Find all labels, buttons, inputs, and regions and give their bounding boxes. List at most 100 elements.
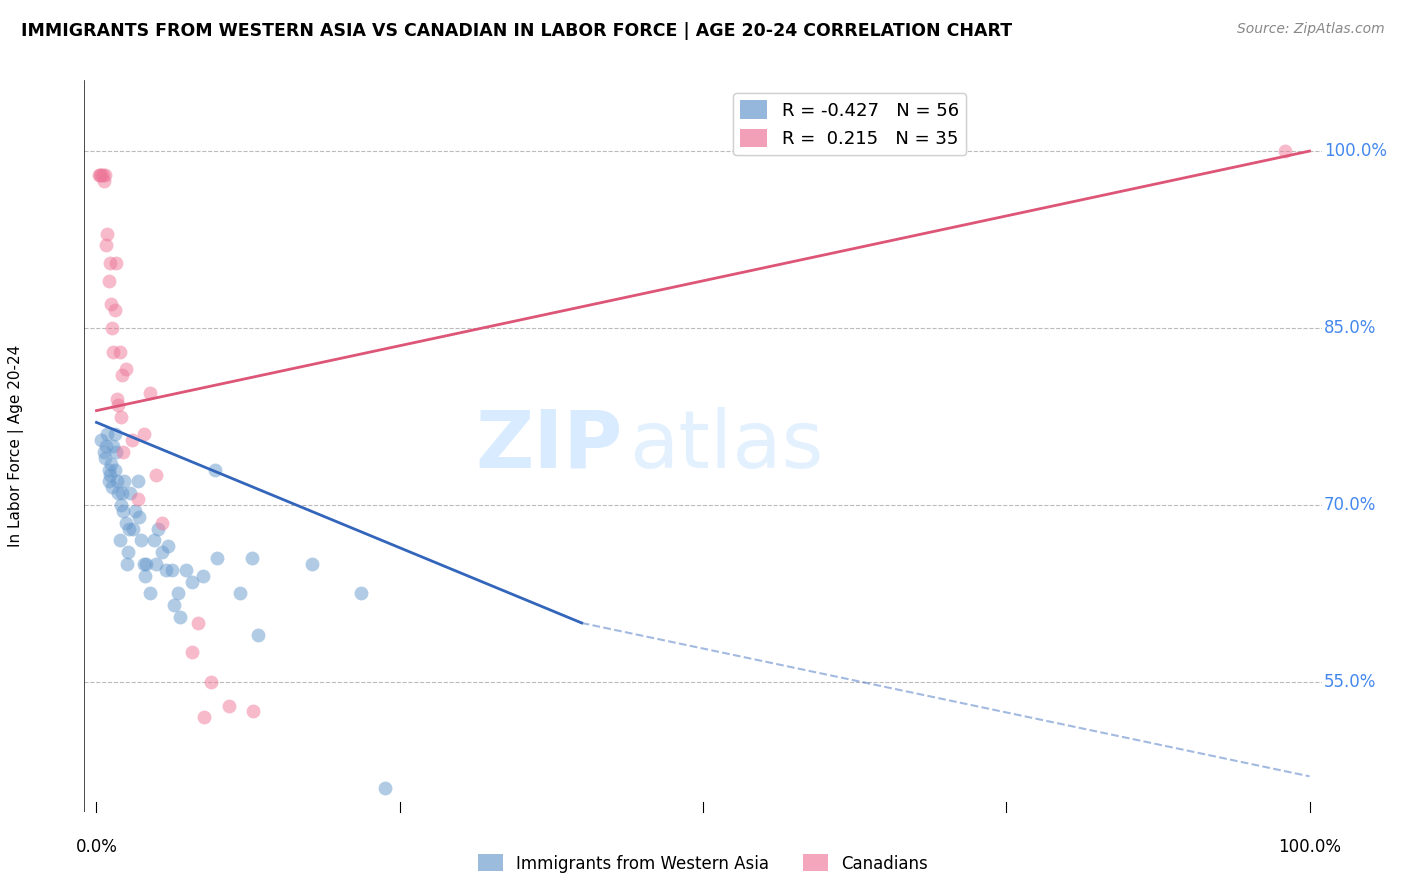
Point	[96, 439, 118, 453]
Point	[240, 551, 263, 566]
Point	[246, 628, 269, 642]
Point	[111, 368, 134, 383]
Point	[108, 344, 131, 359]
Point	[122, 522, 145, 536]
Point	[150, 545, 173, 559]
Point	[1274, 144, 1296, 158]
Point	[174, 563, 197, 577]
Point	[193, 710, 215, 724]
Point	[218, 698, 240, 713]
Text: ZIP: ZIP	[475, 407, 623, 485]
Point	[374, 781, 396, 796]
Point	[97, 462, 120, 476]
Point	[96, 227, 118, 241]
Point	[124, 504, 146, 518]
Point	[139, 586, 162, 600]
Point	[118, 522, 141, 536]
Point	[111, 486, 134, 500]
Text: 85.0%: 85.0%	[1324, 319, 1376, 337]
Point	[228, 586, 250, 600]
Point	[93, 445, 115, 459]
Point	[200, 675, 222, 690]
Point	[181, 645, 204, 659]
Text: In Labor Force | Age 20-24: In Labor Force | Age 20-24	[8, 345, 24, 547]
Point	[204, 462, 226, 476]
Point	[148, 522, 170, 536]
Point	[163, 599, 186, 613]
Point	[169, 610, 191, 624]
Text: 55.0%: 55.0%	[1324, 673, 1376, 691]
Text: atlas: atlas	[628, 407, 823, 485]
Point	[110, 409, 132, 424]
Point	[108, 533, 131, 548]
Point	[187, 615, 209, 630]
Point	[87, 168, 110, 182]
Point	[105, 475, 128, 489]
Point	[132, 427, 155, 442]
Point	[101, 480, 124, 494]
Point	[112, 445, 135, 459]
Point	[117, 545, 139, 559]
Point	[110, 498, 132, 512]
Point	[131, 533, 153, 548]
Point	[120, 486, 142, 500]
Point	[107, 398, 129, 412]
Point	[104, 303, 127, 318]
Point	[139, 385, 162, 400]
Point	[101, 321, 124, 335]
Point	[104, 462, 127, 476]
Point	[98, 468, 121, 483]
Point	[134, 568, 156, 582]
Point	[104, 445, 127, 459]
Point	[96, 427, 118, 442]
Point	[135, 557, 157, 571]
Text: IMMIGRANTS FROM WESTERN ASIA VS CANADIAN IN LABOR FORCE | AGE 20-24 CORRELATION : IMMIGRANTS FROM WESTERN ASIA VS CANADIAN…	[21, 22, 1012, 40]
Point	[96, 238, 118, 252]
Point	[193, 568, 215, 582]
Point	[166, 586, 188, 600]
Point	[150, 516, 173, 530]
Legend: Immigrants from Western Asia, Canadians: Immigrants from Western Asia, Canadians	[471, 847, 935, 880]
Point	[114, 362, 136, 376]
Text: Source: ZipAtlas.com: Source: ZipAtlas.com	[1237, 22, 1385, 37]
Point	[157, 539, 180, 553]
Point	[97, 475, 120, 489]
Text: 70.0%: 70.0%	[1324, 496, 1376, 514]
Point	[93, 173, 115, 187]
Point	[107, 486, 129, 500]
Point	[121, 433, 143, 447]
Point	[127, 492, 149, 507]
Point	[160, 563, 183, 577]
Point	[104, 256, 127, 270]
Point	[142, 533, 165, 548]
Point	[350, 586, 373, 600]
Point	[114, 516, 136, 530]
Point	[94, 450, 117, 465]
Point	[90, 168, 112, 182]
Point	[301, 557, 323, 571]
Point	[100, 297, 122, 311]
Point	[155, 563, 177, 577]
Text: 0.0%: 0.0%	[76, 838, 118, 855]
Text: 100.0%: 100.0%	[1278, 838, 1341, 855]
Point	[205, 551, 228, 566]
Point	[91, 168, 114, 182]
Point	[112, 504, 135, 518]
Point	[103, 344, 125, 359]
Point	[145, 557, 167, 571]
Point	[145, 468, 167, 483]
Point	[103, 439, 125, 453]
Point	[132, 557, 155, 571]
Point	[242, 705, 264, 719]
Point	[104, 427, 127, 442]
Point	[112, 475, 135, 489]
Point	[98, 256, 121, 270]
Point	[127, 475, 149, 489]
Point	[105, 392, 128, 406]
Legend: R = -0.427   N = 56, R =  0.215   N = 35: R = -0.427 N = 56, R = 0.215 N = 35	[733, 93, 966, 155]
Point	[181, 574, 204, 589]
Point	[128, 509, 150, 524]
Point	[90, 433, 112, 447]
Point	[97, 274, 120, 288]
Point	[94, 168, 117, 182]
